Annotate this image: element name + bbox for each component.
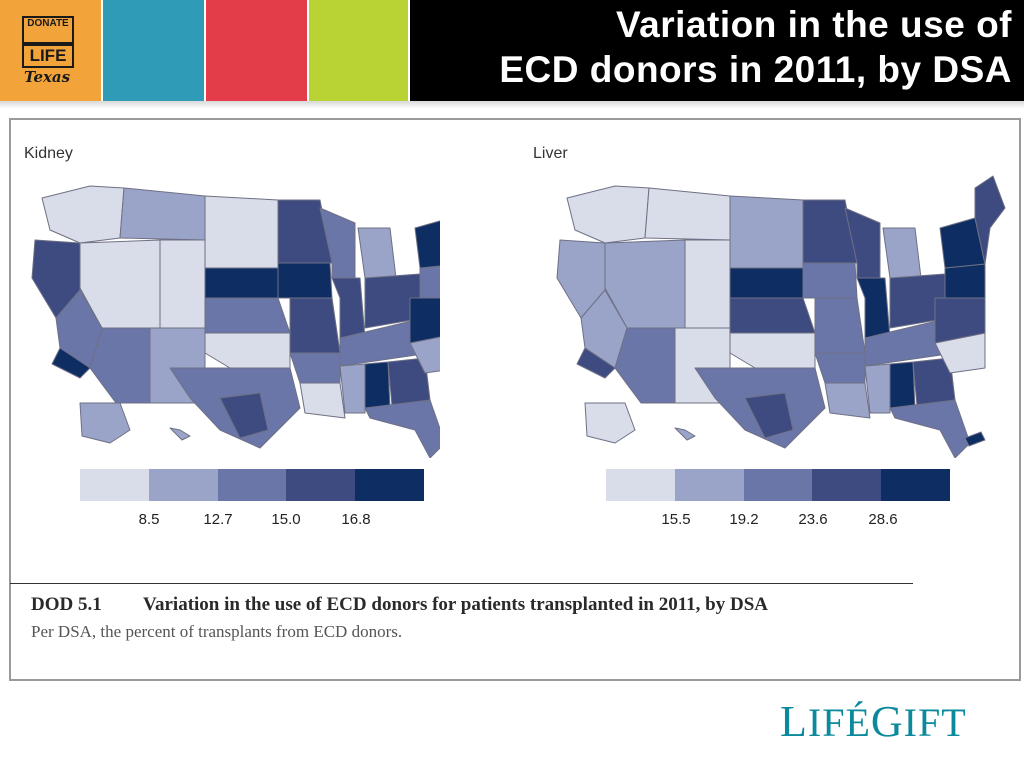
- kidney-legend-swatch-3: [217, 469, 287, 501]
- region-carolinas: [409, 336, 440, 374]
- kidney-legend-swatch-2: [148, 469, 218, 501]
- region-mountain: [159, 239, 206, 329]
- figure-caption-title: DOD 5.1 Variation in the use of ECD donor…: [31, 594, 768, 616]
- region-florida: [889, 399, 971, 458]
- liver-legend-tick: 19.2: [729, 511, 759, 528]
- kidney-legend-swatch-5: [355, 469, 424, 501]
- region-southwest: [89, 327, 151, 404]
- lifegift-logo: LIFÉGIFT: [780, 697, 967, 746]
- region-kansas: [729, 297, 816, 334]
- region-iowa: [802, 262, 858, 299]
- kidney-legend: [80, 469, 424, 501]
- region-florida: [364, 399, 440, 458]
- kidney-legend-tick: 15.0: [271, 511, 301, 528]
- region-mississippi: [339, 363, 366, 414]
- liver-map-label: Liver: [533, 145, 568, 162]
- region-oklahoma: [204, 332, 291, 369]
- figure-id: DOD 5.1: [31, 594, 102, 615]
- region-new-york: [414, 220, 440, 269]
- figure-caption-subtitle: Per DSA, the percent of transplants from…: [31, 622, 403, 641]
- region-virginia: [409, 297, 440, 344]
- liver-legend-swatch-5: [881, 469, 950, 501]
- kidney-legend-swatch-1: [80, 469, 149, 501]
- kidney-legend-tick: 16.8: [341, 511, 371, 528]
- donate-life-tile: DONATE LIFE Texas: [0, 0, 101, 101]
- region-kansas: [204, 297, 291, 334]
- region-north-plains: [729, 195, 804, 269]
- region-hawaii: [674, 427, 696, 441]
- region-puerto-rico: [964, 431, 986, 447]
- badge-donate-text: DONATE: [22, 16, 74, 44]
- region-arkansas: [289, 352, 341, 384]
- liver-legend-swatch-3: [743, 469, 813, 501]
- donate-life-badge: DONATE LIFE Texas: [22, 14, 78, 88]
- region-northern-rockies: [644, 187, 731, 241]
- badge-life-text: LIFE: [22, 44, 74, 68]
- region-north-plains: [204, 195, 279, 269]
- liver-legend: [606, 469, 950, 501]
- region-southwest: [614, 327, 676, 404]
- region-nebraska: [729, 267, 804, 299]
- region-pennsylvania: [419, 265, 440, 299]
- region-houston: [744, 392, 794, 439]
- header-shadow: [0, 101, 1024, 109]
- region-oklahoma: [729, 332, 816, 369]
- color-tile-green: [309, 0, 408, 101]
- liver-legend-swatch-2: [674, 469, 744, 501]
- region-alaska: [584, 402, 636, 444]
- region-pacific-nw: [566, 185, 650, 244]
- liver-legend-swatch-4: [812, 469, 882, 501]
- title-bar: Variation in the use of ECD donors in 20…: [410, 0, 1024, 101]
- liver-legend-tick: 15.5: [661, 511, 691, 528]
- kidney-map-label: Kidney: [24, 145, 73, 162]
- region-louisiana: [824, 382, 871, 419]
- region-la: [51, 347, 91, 379]
- region-houston: [219, 392, 269, 439]
- region-nebraska: [204, 267, 279, 299]
- badge-texas-text: Texas: [24, 68, 71, 86]
- kidney-choropleth-map: [31, 185, 440, 458]
- region-michigan: [882, 227, 922, 279]
- region-michigan: [357, 227, 397, 279]
- liver-legend-tick: 28.6: [868, 511, 898, 528]
- kidney-legend-swatch-4: [286, 469, 356, 501]
- region-alabama: [364, 361, 391, 409]
- liver-choropleth-map: [556, 175, 1006, 458]
- region-iowa: [277, 262, 333, 299]
- figure-caption-text: Variation in the use of ECD donors for p…: [143, 594, 768, 615]
- caption-divider: [10, 583, 913, 584]
- region-northern-rockies: [119, 187, 206, 241]
- region-new-england: [974, 175, 1006, 265]
- region-alaska: [79, 402, 131, 444]
- slide-title-line-1: Variation in the use of: [616, 4, 1012, 45]
- region-alabama: [889, 361, 916, 409]
- color-tile-teal: [103, 0, 204, 101]
- region-missouri: [289, 297, 341, 354]
- region-hawaii: [169, 427, 191, 441]
- region-pennsylvania: [944, 263, 986, 299]
- kidney-legend-tick: 12.7: [203, 511, 233, 528]
- kidney-legend-tick: 8.5: [138, 511, 160, 528]
- region-pacific-nw: [41, 185, 125, 244]
- region-mississippi: [864, 363, 891, 414]
- region-mountain: [684, 239, 731, 329]
- color-tile-red: [206, 0, 307, 101]
- slide-title-line-2: ECD donors in 2011, by DSA: [499, 49, 1012, 90]
- liver-legend-swatch-1: [606, 469, 675, 501]
- region-la: [576, 347, 616, 379]
- region-arkansas: [814, 352, 866, 384]
- liver-legend-tick: 23.6: [798, 511, 828, 528]
- region-louisiana: [299, 382, 346, 419]
- region-missouri: [814, 297, 866, 354]
